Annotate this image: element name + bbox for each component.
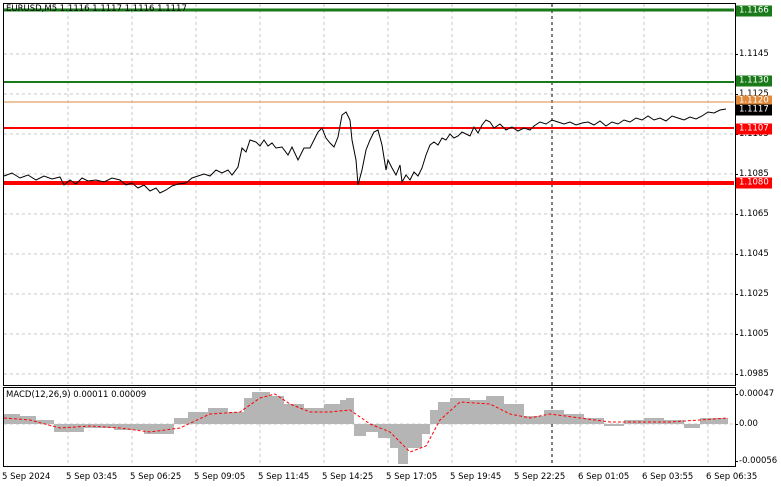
time-label: 5 Sep 2024 <box>2 472 51 482</box>
price-label: 1.1005 <box>739 329 769 339</box>
level-tag-1.1080: 1.1080 <box>736 177 772 189</box>
price-line <box>3 108 727 194</box>
price-axis[interactable]: 1.1145 1.1125 1.1105 1.1085 1.1065 1.104… <box>735 0 781 385</box>
time-label: 6 Sep 01:05 <box>578 472 630 482</box>
price-label: 1.1145 <box>739 49 769 59</box>
macd-histogram <box>4 392 728 464</box>
level-tag-1.1130: 1.1130 <box>736 75 772 87</box>
price-label: 1.0985 <box>739 369 769 379</box>
time-label: 6 Sep 03:55 <box>642 472 694 482</box>
price-label: 1.1025 <box>739 289 769 299</box>
price-label: 1.1125 <box>739 89 769 99</box>
time-label: 6 Sep 06:35 <box>706 472 758 482</box>
current-price-tag: 1.1117 <box>736 104 772 116</box>
price-label: 1.1085 <box>739 169 769 179</box>
time-label: 5 Sep 17:05 <box>386 472 438 482</box>
macd-title: MACD(12,26,9) 0.00011 0.00009 <box>6 390 147 400</box>
macd-label: -0.00056 <box>739 456 778 466</box>
time-label: 5 Sep 09:05 <box>194 472 246 482</box>
vertical-grid <box>67 4 709 465</box>
horizontal-grid <box>4 53 734 425</box>
time-label: 5 Sep 03:45 <box>66 472 118 482</box>
macd-axis[interactable]: 0.00047 0.00 -0.00056 <box>735 387 781 466</box>
price-chart-area[interactable] <box>3 3 736 386</box>
time-label: 5 Sep 22:25 <box>514 472 566 482</box>
time-axis[interactable]: 5 Sep 2024 5 Sep 03:45 5 Sep 06:25 5 Sep… <box>0 466 781 489</box>
macd-label: 0.00047 <box>739 389 775 399</box>
level-tag-1.1107: 1.1107 <box>736 123 772 135</box>
price-label: 1.1045 <box>739 249 769 259</box>
time-label: 5 Sep 06:25 <box>130 472 182 482</box>
time-label: 5 Sep 11:45 <box>258 472 310 482</box>
time-label: 5 Sep 14:25 <box>322 472 374 482</box>
time-label: 5 Sep 19:45 <box>450 472 502 482</box>
price-label: 1.1065 <box>739 209 769 219</box>
macd-signal-line <box>3 393 729 453</box>
chart-title: EURUSD,M5 1.1116 1.1117 1.1116 1.1117 <box>6 4 187 14</box>
macd-label: 0.00 <box>739 419 758 429</box>
level-tag-1.1120: 1.1120 <box>736 95 772 107</box>
level-tag-1.1166: 1.1166 <box>736 5 772 17</box>
